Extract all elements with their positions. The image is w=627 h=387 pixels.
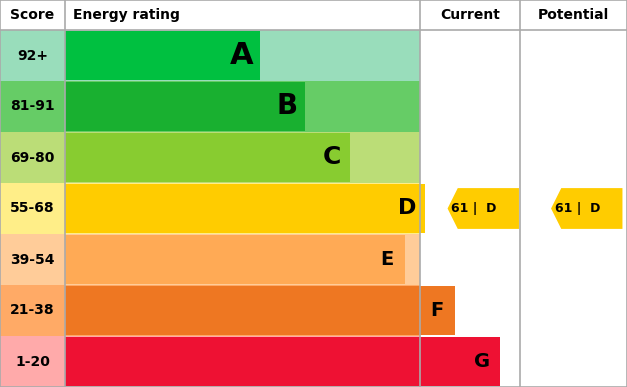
Bar [65,184,425,233]
Text: 69-80: 69-80 [10,151,55,164]
Text: E: E [381,250,394,269]
Text: 92+: 92+ [17,48,48,62]
Text: 81-91: 81-91 [10,99,55,113]
Text: Potential: Potential [538,8,609,22]
Text: 1-20: 1-20 [15,354,50,368]
Bar [0,30,420,81]
Text: F: F [430,301,444,320]
Bar [0,81,420,132]
Text: 55-68: 55-68 [10,202,55,216]
Text: A: A [230,41,254,70]
Polygon shape [448,188,519,229]
Bar [0,183,420,234]
Text: Current: Current [440,8,500,22]
Polygon shape [551,188,623,229]
Text: C: C [323,146,341,170]
Bar [65,82,305,131]
Text: Score: Score [11,8,55,22]
Bar [65,337,500,386]
Bar [65,31,260,80]
Bar [0,285,420,336]
Bar [0,234,420,285]
Text: 61 |  D: 61 | D [451,202,497,215]
Text: Energy rating: Energy rating [73,8,180,22]
Text: 39-54: 39-54 [10,252,55,267]
Bar [65,235,405,284]
Text: B: B [277,92,298,120]
Bar [65,133,350,182]
Text: D: D [398,199,416,219]
Text: G: G [474,352,490,371]
Bar [0,336,420,387]
Bar [0,132,420,183]
Text: 61 |  D: 61 | D [555,202,600,215]
Text: 21-38: 21-38 [10,303,55,317]
Bar [65,286,455,335]
